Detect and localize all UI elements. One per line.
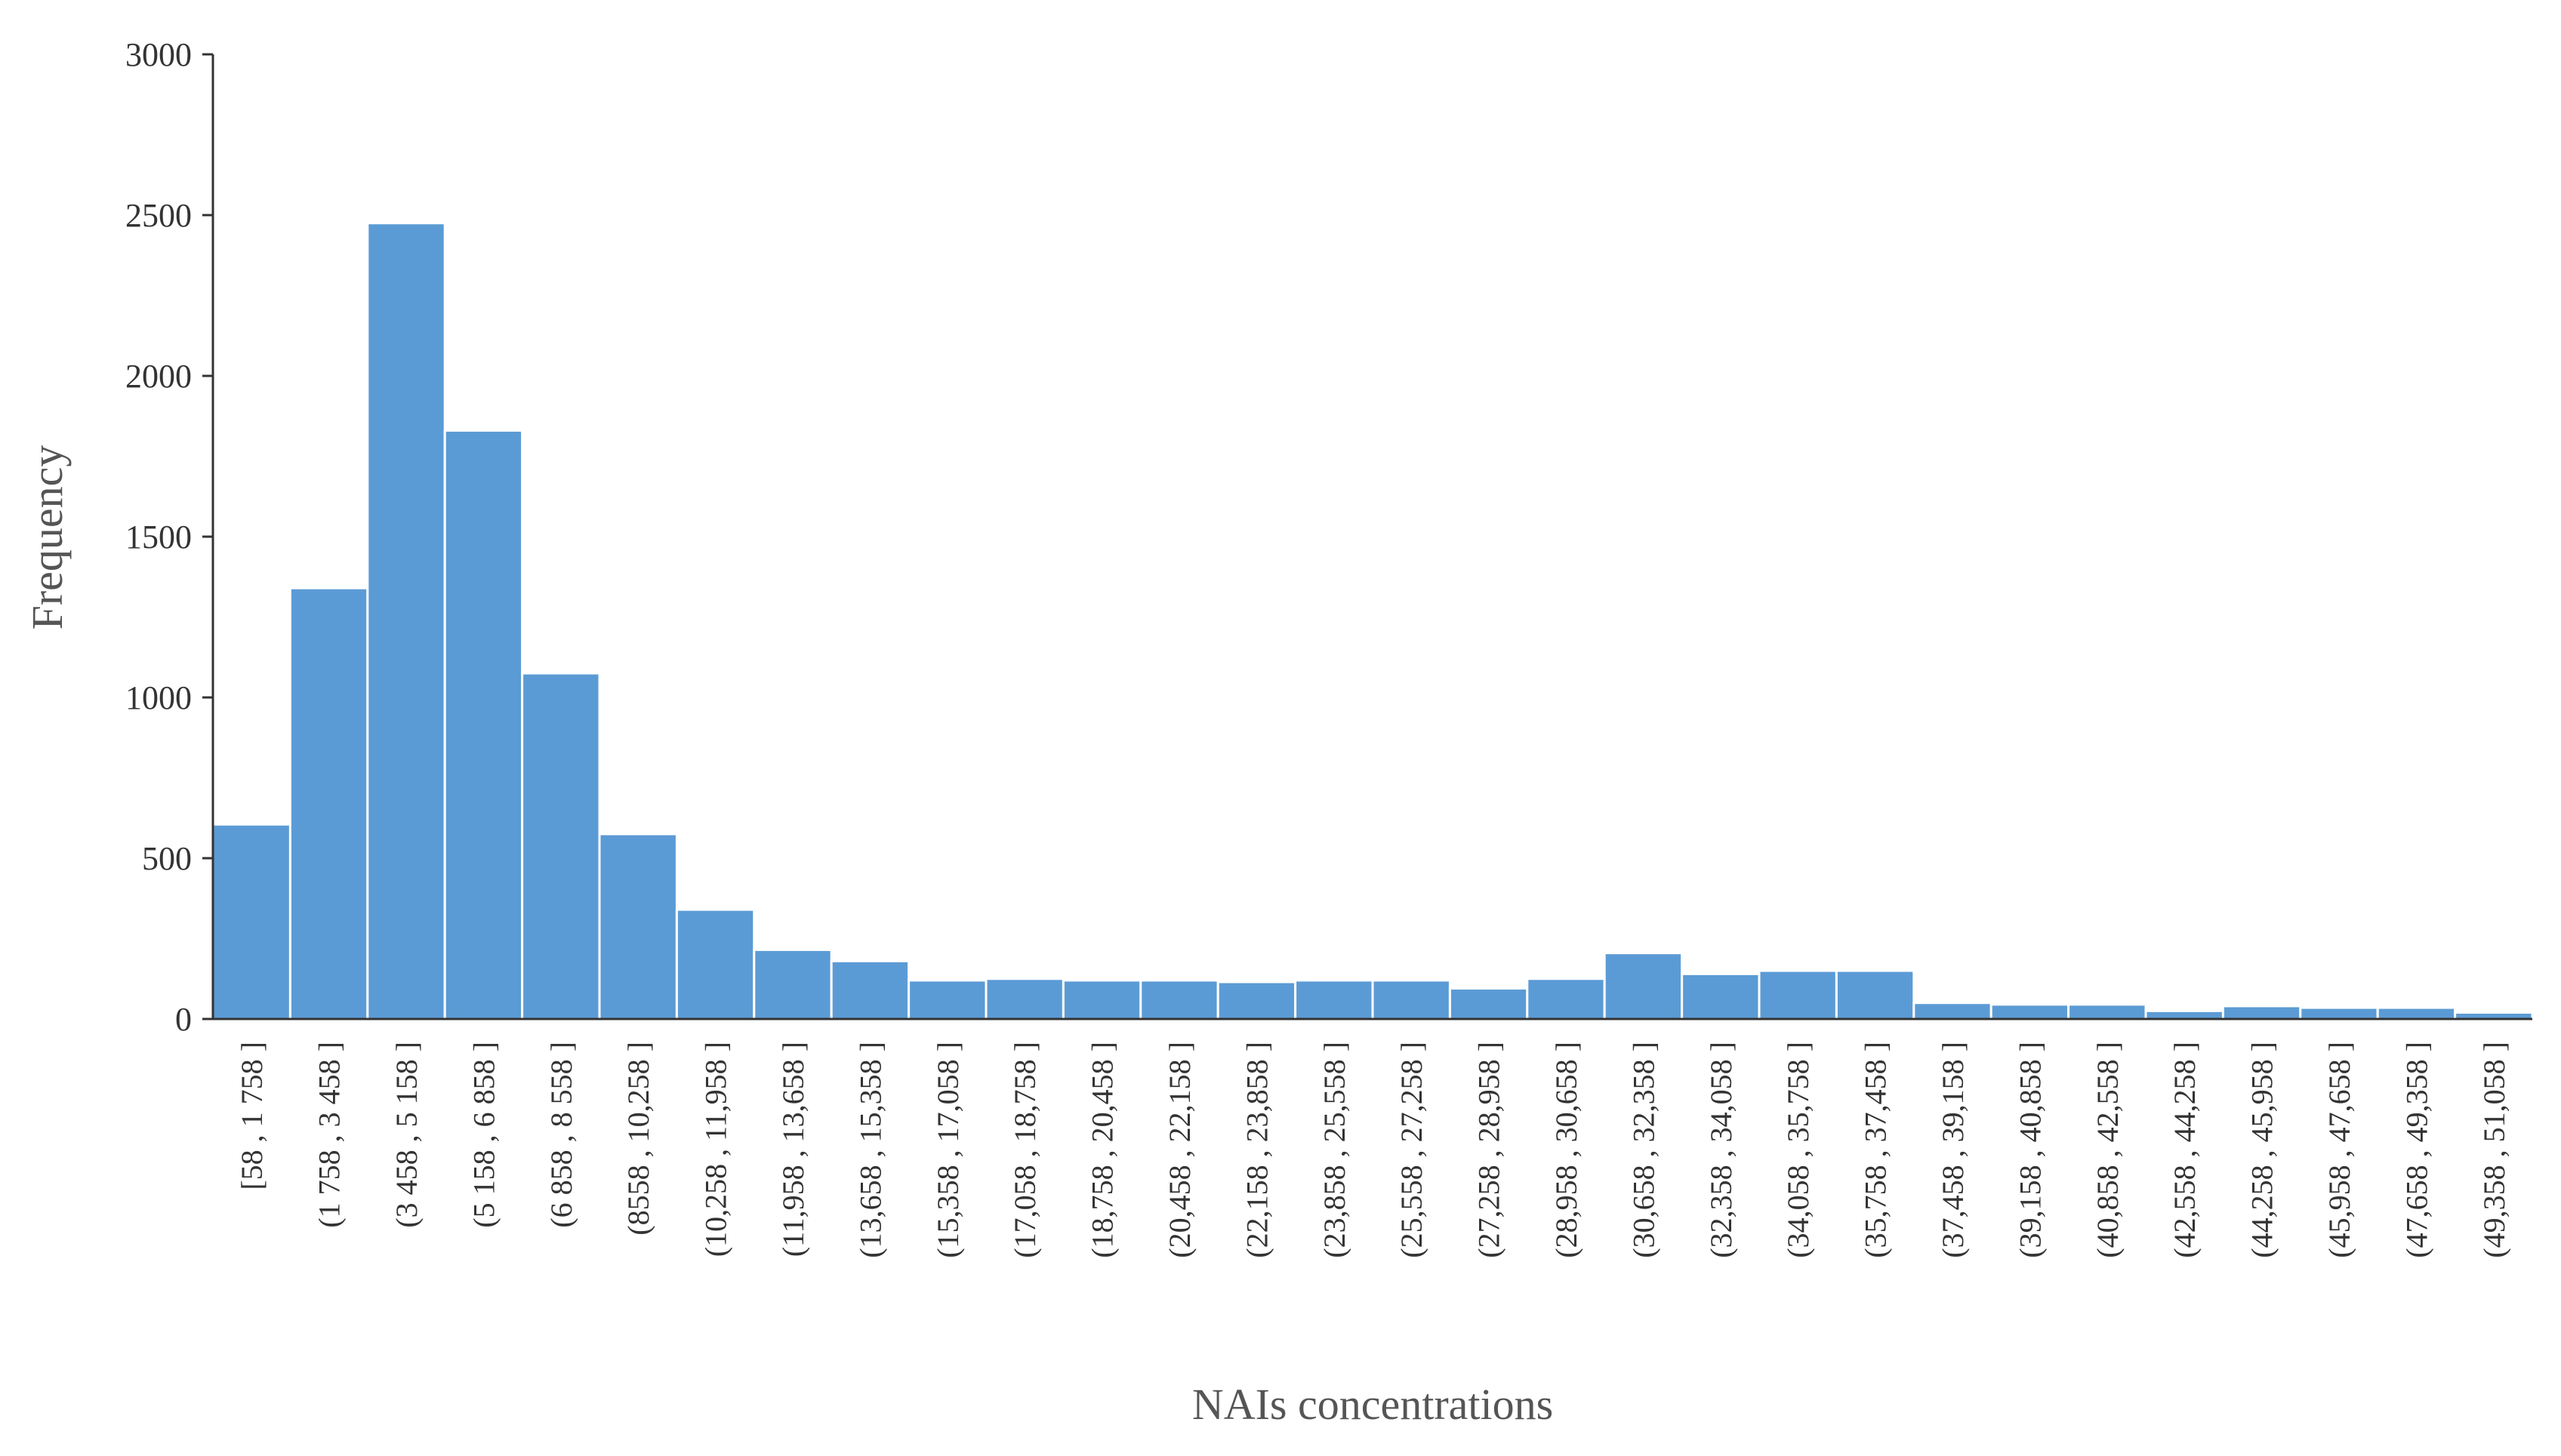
- bar-22: [1835, 969, 1915, 1020]
- x-labels-group: [58 , 1 758 ] (1 758 , 3 458 ] (3 458 , 5 …: [235, 1042, 2511, 1258]
- x-category-label: (42,558 , 44,258 ]: [2168, 1042, 2202, 1258]
- x-category-label: (35,758 , 37,458 ]: [1859, 1042, 1893, 1258]
- bar-11: [985, 977, 1065, 1020]
- x-category-label: (34,058 , 35,758 ]: [1781, 1042, 1815, 1258]
- bar-4: [443, 429, 524, 1020]
- bar-27: [2221, 1005, 2302, 1020]
- bar-9: [830, 959, 911, 1020]
- bar-24: [1989, 1003, 2070, 1020]
- bar-20: [1681, 972, 1761, 1020]
- bar-21: [1758, 969, 1838, 1020]
- bar-26: [2144, 1009, 2224, 1020]
- bar-29: [2376, 1006, 2457, 1020]
- x-category-label: (22,158 , 23,858 ]: [1240, 1042, 1274, 1258]
- x-category-label: (17,058 , 18,758 ]: [1008, 1042, 1042, 1258]
- bar-16: [1371, 979, 1451, 1020]
- bar-1: [211, 823, 291, 1020]
- x-category-label: (11,958 , 13,658 ]: [776, 1042, 810, 1257]
- x-category-label: (10,258 , 11,958 ]: [699, 1042, 733, 1257]
- bar-19: [1603, 952, 1684, 1020]
- bar-5: [521, 672, 601, 1020]
- y-tick-label: 500: [142, 840, 192, 877]
- x-category-label: (5 158 , 6 858 ]: [467, 1042, 501, 1228]
- x-category-label: (27,258 , 28,958 ]: [1472, 1042, 1506, 1258]
- x-category-label: (6 858 , 8 558 ]: [544, 1042, 578, 1228]
- bars-group: [211, 222, 2534, 1020]
- y-tick-label: 3000: [125, 36, 192, 73]
- x-category-label: (32,358 , 34,058 ]: [1704, 1042, 1738, 1258]
- x-category-label: (47,658 , 49,358 ]: [2399, 1042, 2433, 1258]
- x-category-label: (20,458 , 22,158 ]: [1163, 1042, 1197, 1258]
- y-axis-title: Frequency: [23, 445, 72, 630]
- x-category-label: (28,958 , 30,658 ]: [1549, 1042, 1583, 1258]
- y-tick-label: 1000: [125, 679, 192, 716]
- y-tick-label: 1500: [125, 519, 192, 556]
- bar-13: [1139, 979, 1219, 1020]
- bar-17: [1448, 987, 1529, 1020]
- bar-3: [366, 222, 446, 1020]
- x-category-label: (39,158 , 40,858 ]: [2013, 1042, 2047, 1258]
- x-category-label: (1 758 , 3 458 ]: [313, 1042, 347, 1228]
- x-category-label: (23,858 , 25,558 ]: [1317, 1042, 1351, 1258]
- x-category-label: (15,358 , 17,058 ]: [931, 1042, 965, 1258]
- x-category-label: (44,258 , 45,958 ]: [2245, 1042, 2279, 1258]
- x-category-label: (25,558 , 27,258 ]: [1395, 1042, 1428, 1258]
- bar-25: [2067, 1003, 2147, 1020]
- bar-18: [1526, 977, 1606, 1020]
- bar-2: [288, 586, 369, 1020]
- bar-10: [908, 979, 988, 1020]
- x-axis-title: NAIs concentrations: [1192, 1380, 1553, 1429]
- y-tick-label: 2500: [125, 197, 192, 234]
- x-category-label: (13,658 , 15,358 ]: [853, 1042, 887, 1258]
- bar-8: [753, 948, 833, 1020]
- x-category-label: [58 , 1 758 ]: [235, 1042, 269, 1190]
- y-tick-label: 0: [175, 1001, 192, 1038]
- x-category-label: (49,358 , 51,058 ]: [2477, 1042, 2511, 1258]
- x-category-label: (30,658 , 32,358 ]: [1626, 1042, 1660, 1258]
- x-category-label: (45,958 , 47,658 ]: [2322, 1042, 2356, 1258]
- x-category-label: (40,858 , 42,558 ]: [2091, 1042, 2125, 1258]
- y-ticks-group: 0 500 1000 1500 2000 2500 3000: [125, 36, 213, 1038]
- bar-23: [1912, 1002, 1992, 1020]
- bar-14: [1216, 980, 1297, 1020]
- bar-6: [598, 833, 678, 1020]
- x-category-label: (37,458 , 39,158 ]: [1936, 1042, 1970, 1258]
- bar-28: [2299, 1006, 2379, 1020]
- bar-12: [1062, 979, 1142, 1020]
- y-tick-label: 2000: [125, 358, 192, 395]
- x-category-label: (3 458 , 5 158 ]: [390, 1042, 424, 1228]
- bar-15: [1294, 979, 1374, 1020]
- x-category-label: (18,758 , 20,458 ]: [1086, 1042, 1120, 1258]
- x-category-label: (8558 , 10,258 ]: [621, 1042, 655, 1236]
- bar-7: [675, 908, 756, 1020]
